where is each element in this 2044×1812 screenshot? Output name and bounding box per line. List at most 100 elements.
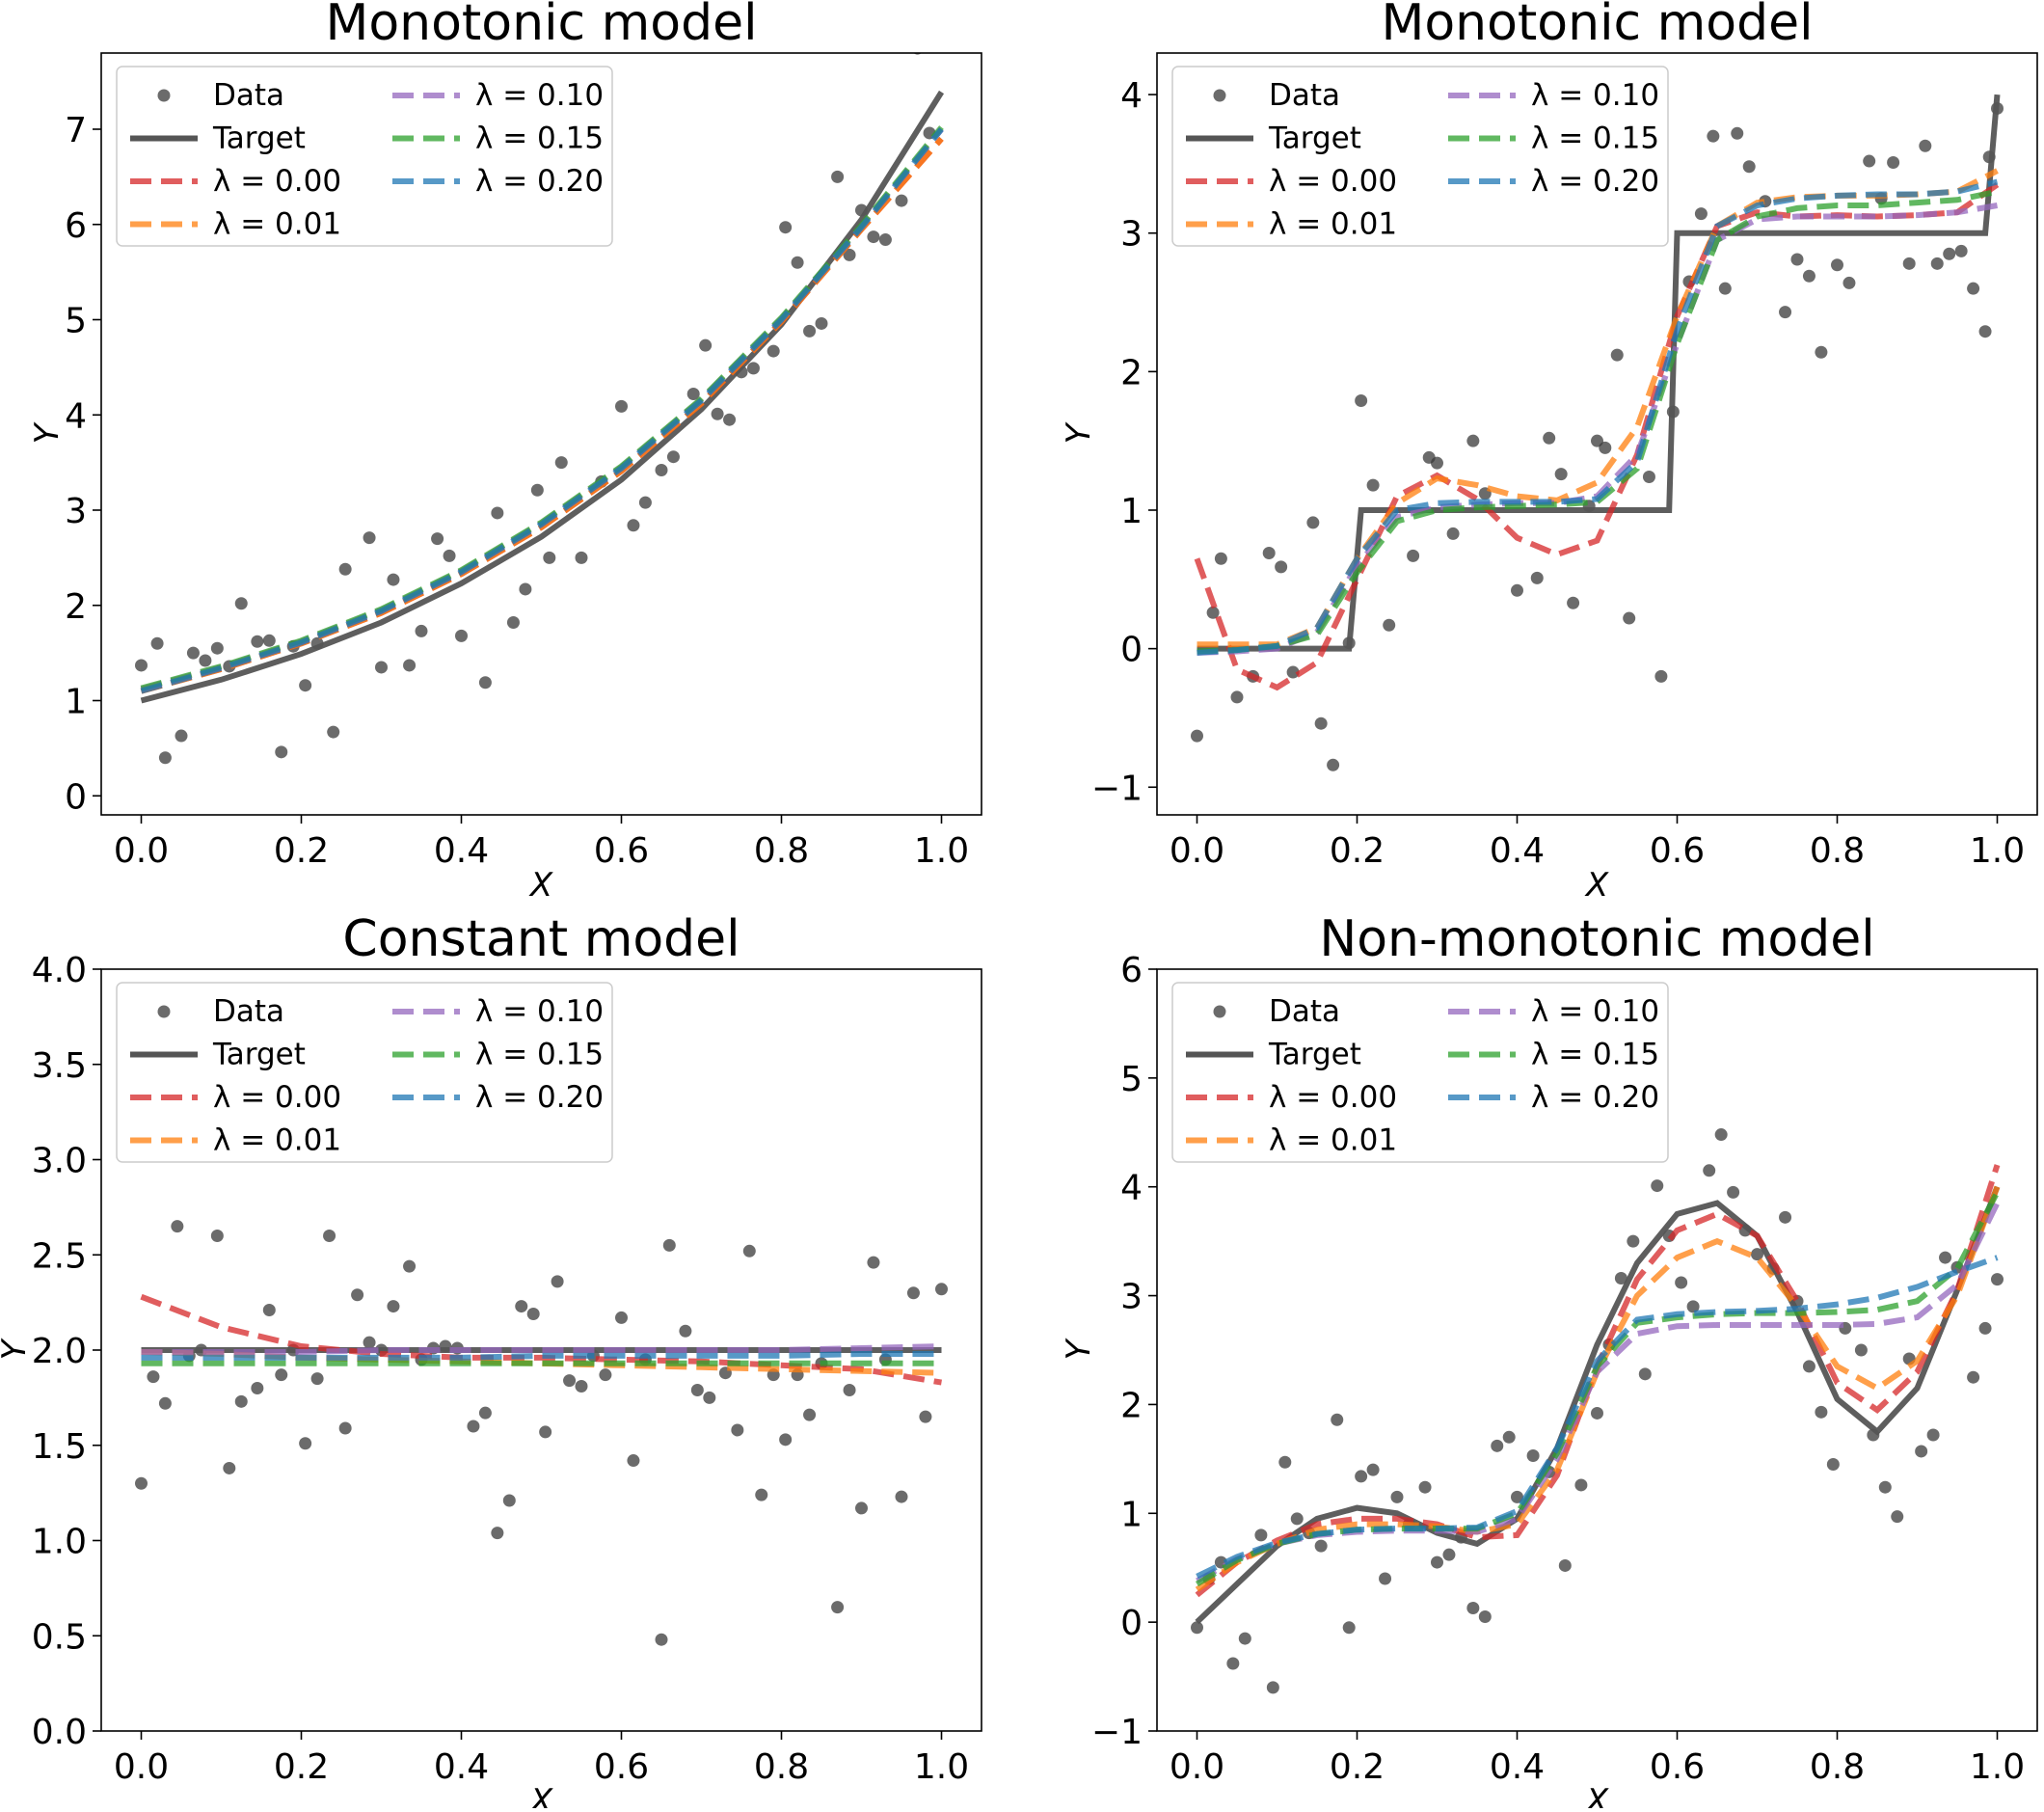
series-line-lam020 xyxy=(140,127,944,694)
data-point xyxy=(935,1283,948,1296)
legend-marker-data xyxy=(157,1005,171,1018)
data-point xyxy=(554,456,568,470)
y-tick-label: 2.0 xyxy=(32,1332,87,1371)
data-point xyxy=(575,1380,588,1393)
data-point xyxy=(803,1408,817,1421)
y-tick-label: 5 xyxy=(1120,1060,1143,1099)
data-point xyxy=(1930,257,1944,270)
data-point xyxy=(1554,468,1568,481)
y-tick-label: 6 xyxy=(1120,951,1143,990)
data-point xyxy=(831,170,845,183)
y-tick-label: 1 xyxy=(65,683,87,722)
plot-area xyxy=(135,53,945,765)
legend-label-data: Data xyxy=(1269,78,1340,113)
data-point xyxy=(1314,1539,1328,1553)
data-point xyxy=(1366,478,1380,492)
data-point xyxy=(1238,1632,1251,1645)
legend-label-lam010: λ = 0.10 xyxy=(1531,78,1659,113)
chart-title: Monotonic model xyxy=(1381,0,1813,52)
data-point xyxy=(519,582,532,596)
data-point xyxy=(746,362,760,375)
y-tick-label: 0 xyxy=(1120,1604,1143,1643)
legend-marker-data xyxy=(157,89,171,102)
data-point xyxy=(363,531,376,545)
data-point xyxy=(1191,1621,1203,1635)
data-point xyxy=(1314,717,1328,730)
y-tick-label: 0.0 xyxy=(32,1713,87,1752)
data-point xyxy=(275,745,288,759)
data-point xyxy=(1826,1458,1840,1471)
legend-box xyxy=(1171,66,1669,247)
data-point xyxy=(1978,1321,1992,1335)
data-point xyxy=(843,1383,856,1396)
chart-title: Constant model xyxy=(342,910,740,968)
data-point xyxy=(1978,325,1992,338)
data-point xyxy=(803,324,817,338)
data-point xyxy=(1779,306,1792,319)
data-point xyxy=(575,551,588,564)
chart-title: Monotonic model xyxy=(325,0,757,52)
data-point xyxy=(1779,1210,1792,1224)
data-point xyxy=(1331,1413,1344,1426)
data-point xyxy=(1511,1490,1523,1503)
data-point xyxy=(1466,1601,1480,1614)
data-point xyxy=(1802,269,1815,283)
y-tick-label: 1 xyxy=(1120,1495,1143,1534)
data-point xyxy=(1266,1681,1279,1694)
data-point xyxy=(1591,1406,1603,1420)
legend-label-data: Data xyxy=(213,78,284,113)
data-point xyxy=(1262,547,1276,560)
y-tick-label: 2 xyxy=(1120,1386,1143,1425)
data-point xyxy=(599,1368,612,1382)
x-tick-label: 0.6 xyxy=(1650,1747,1705,1787)
data-point xyxy=(327,725,340,739)
legend-label-lam000: λ = 0.00 xyxy=(1269,1080,1397,1115)
data-point xyxy=(338,562,352,576)
data-point xyxy=(443,549,456,562)
data-point xyxy=(655,1633,668,1646)
data-point xyxy=(1226,1657,1240,1670)
x-tick-label: 0.6 xyxy=(1650,831,1705,871)
series-line-lam020 xyxy=(1197,178,1999,656)
data-point xyxy=(1342,1621,1356,1635)
data-point xyxy=(1355,1470,1368,1483)
data-point xyxy=(1751,1248,1763,1261)
data-point xyxy=(502,1494,516,1507)
data-point xyxy=(1558,1558,1572,1572)
data-point xyxy=(1790,253,1804,266)
data-point xyxy=(779,1433,793,1447)
x-tick-label: 0.0 xyxy=(1170,831,1224,871)
data-point xyxy=(1651,1179,1664,1193)
x-tick-label: 1.0 xyxy=(1970,1747,2025,1787)
data-point xyxy=(1278,1455,1292,1469)
data-point xyxy=(262,1304,276,1317)
data-point xyxy=(375,661,388,674)
data-point xyxy=(1327,758,1340,771)
data-point xyxy=(627,1454,640,1468)
y-tick-label: 3 xyxy=(1120,215,1143,255)
data-point xyxy=(515,1300,528,1313)
data-point xyxy=(234,597,248,610)
plot-area xyxy=(1191,94,2004,771)
chart-panel-3: Constant model 0.0 0.2 0.4 0.6 0.8 1.0 0.0 0.5 1.… xyxy=(0,910,982,1812)
data-point xyxy=(1891,1510,1904,1524)
legend-label-target: Target xyxy=(212,122,306,156)
data-point xyxy=(1511,583,1523,597)
data-point xyxy=(1863,154,1876,168)
series-line-lam000 xyxy=(140,1293,942,1386)
series-line-lam015 xyxy=(1197,188,1999,655)
y-axis-label: Y xyxy=(1060,421,1098,444)
data-point xyxy=(530,483,544,497)
data-point xyxy=(539,1425,552,1439)
data-point xyxy=(1675,1276,1688,1289)
data-point xyxy=(867,1256,880,1269)
x-tick-label: 0.6 xyxy=(594,1747,649,1787)
x-tick-label: 0.2 xyxy=(1330,831,1385,871)
x-tick-label: 0.4 xyxy=(434,831,489,871)
chart-title: Non-monotonic model xyxy=(1319,910,1874,968)
x-tick-label: 0.2 xyxy=(1330,1747,1385,1787)
plot-frame xyxy=(100,52,982,816)
data-point xyxy=(323,1230,336,1242)
data-point xyxy=(679,1324,692,1338)
